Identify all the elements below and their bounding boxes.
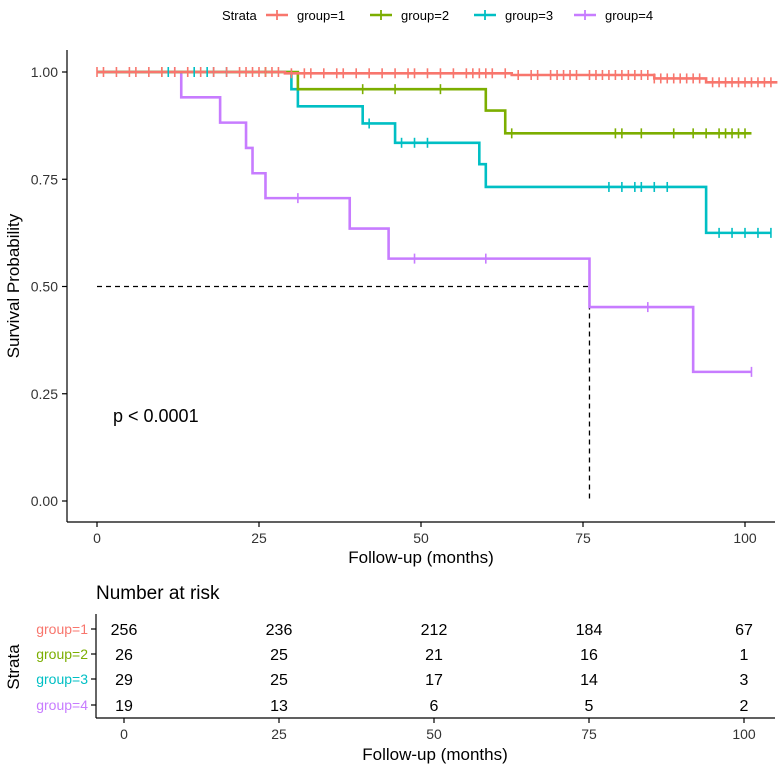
y-tick-label: 0.50 <box>31 279 58 295</box>
x-axis-label: Follow-up (months) <box>348 548 494 567</box>
risk-cell: 212 <box>421 622 448 639</box>
x-tick-label: 0 <box>93 530 101 546</box>
risk-cell: 256 <box>111 622 138 639</box>
risk-cell: 25 <box>270 672 288 689</box>
survival-curve-group2 <box>97 70 752 135</box>
risk-cell: 184 <box>576 622 603 639</box>
risk-cell: 16 <box>580 647 598 664</box>
risk-x-tick-label: 75 <box>581 726 597 742</box>
risk-cell: 29 <box>115 672 133 689</box>
risk-cell: 1 <box>740 647 749 664</box>
risk-row-labels: group=1 group=2 group=3 group=4 <box>36 621 96 713</box>
censor-layer <box>96 67 772 377</box>
risk-cell: 19 <box>115 698 133 715</box>
risk-x-axis-label: Follow-up (months) <box>362 745 508 764</box>
y-tick-label: 0.00 <box>31 493 58 509</box>
risk-x-tick-label: 50 <box>426 726 442 742</box>
risk-cell: 13 <box>270 698 288 715</box>
legend-label: group=2 <box>401 8 449 23</box>
p-value-annotation: p < 0.0001 <box>113 406 199 426</box>
risk-cell: 67 <box>735 622 753 639</box>
survival-curve-group3 <box>97 70 771 235</box>
risk-cell: 25 <box>270 647 288 664</box>
risk-row-label: group=4 <box>36 697 88 713</box>
y-tick-label: 1.00 <box>31 64 58 80</box>
risk-cell: 14 <box>580 672 598 689</box>
risk-x-tick-label: 100 <box>732 726 756 742</box>
risk-table-title: Number at risk <box>96 583 220 604</box>
legend-label: group=4 <box>605 8 653 23</box>
risk-row-label: group=1 <box>36 621 88 637</box>
legend-title: Strata <box>222 8 257 23</box>
legend: Strata group=1 group=2 group=3 group=4 <box>222 8 653 23</box>
risk-cell: 2 <box>740 698 749 715</box>
risk-cells: 256 236 212 184 67 26 25 21 16 1 29 25 17 14 3 19 13 6 5 2 <box>111 622 753 715</box>
x-ticks: 0 25 50 75 100 <box>93 522 757 546</box>
risk-y-axis-label: Strata <box>4 644 23 690</box>
risk-x-tick-label: 0 <box>120 726 128 742</box>
risk-cell: 236 <box>266 622 293 639</box>
x-tick-label: 75 <box>575 530 591 546</box>
risk-cell: 26 <box>115 647 133 664</box>
risk-cell: 17 <box>425 672 443 689</box>
y-ticks: 0.00 0.25 0.50 0.75 1.00 <box>31 64 67 509</box>
survival-curve-group1 <box>97 70 778 84</box>
survival-curve-group4 <box>97 70 752 374</box>
risk-cell: 21 <box>425 647 443 664</box>
risk-x-ticks: 0 25 50 75 100 <box>120 718 756 742</box>
y-tick-label: 0.75 <box>31 171 58 187</box>
legend-label: group=1 <box>297 8 345 23</box>
survival-plot: 0.00 0.25 0.50 0.75 1.00 0 25 50 75 100 Survival… <box>4 50 778 567</box>
risk-row-label: group=2 <box>36 646 88 662</box>
y-tick-label: 0.25 <box>31 386 58 402</box>
x-tick-label: 25 <box>251 530 267 546</box>
y-axis-label: Survival Probability <box>4 213 23 358</box>
risk-x-tick-label: 25 <box>271 726 287 742</box>
risk-cell: 3 <box>740 672 749 689</box>
legend-label: group=3 <box>505 8 553 23</box>
x-tick-label: 100 <box>733 530 757 546</box>
risk-row-label: group=3 <box>36 671 88 687</box>
x-tick-label: 50 <box>413 530 429 546</box>
risk-cell: 5 <box>585 698 594 715</box>
series-layer <box>97 70 778 501</box>
risk-cell: 6 <box>430 698 439 715</box>
